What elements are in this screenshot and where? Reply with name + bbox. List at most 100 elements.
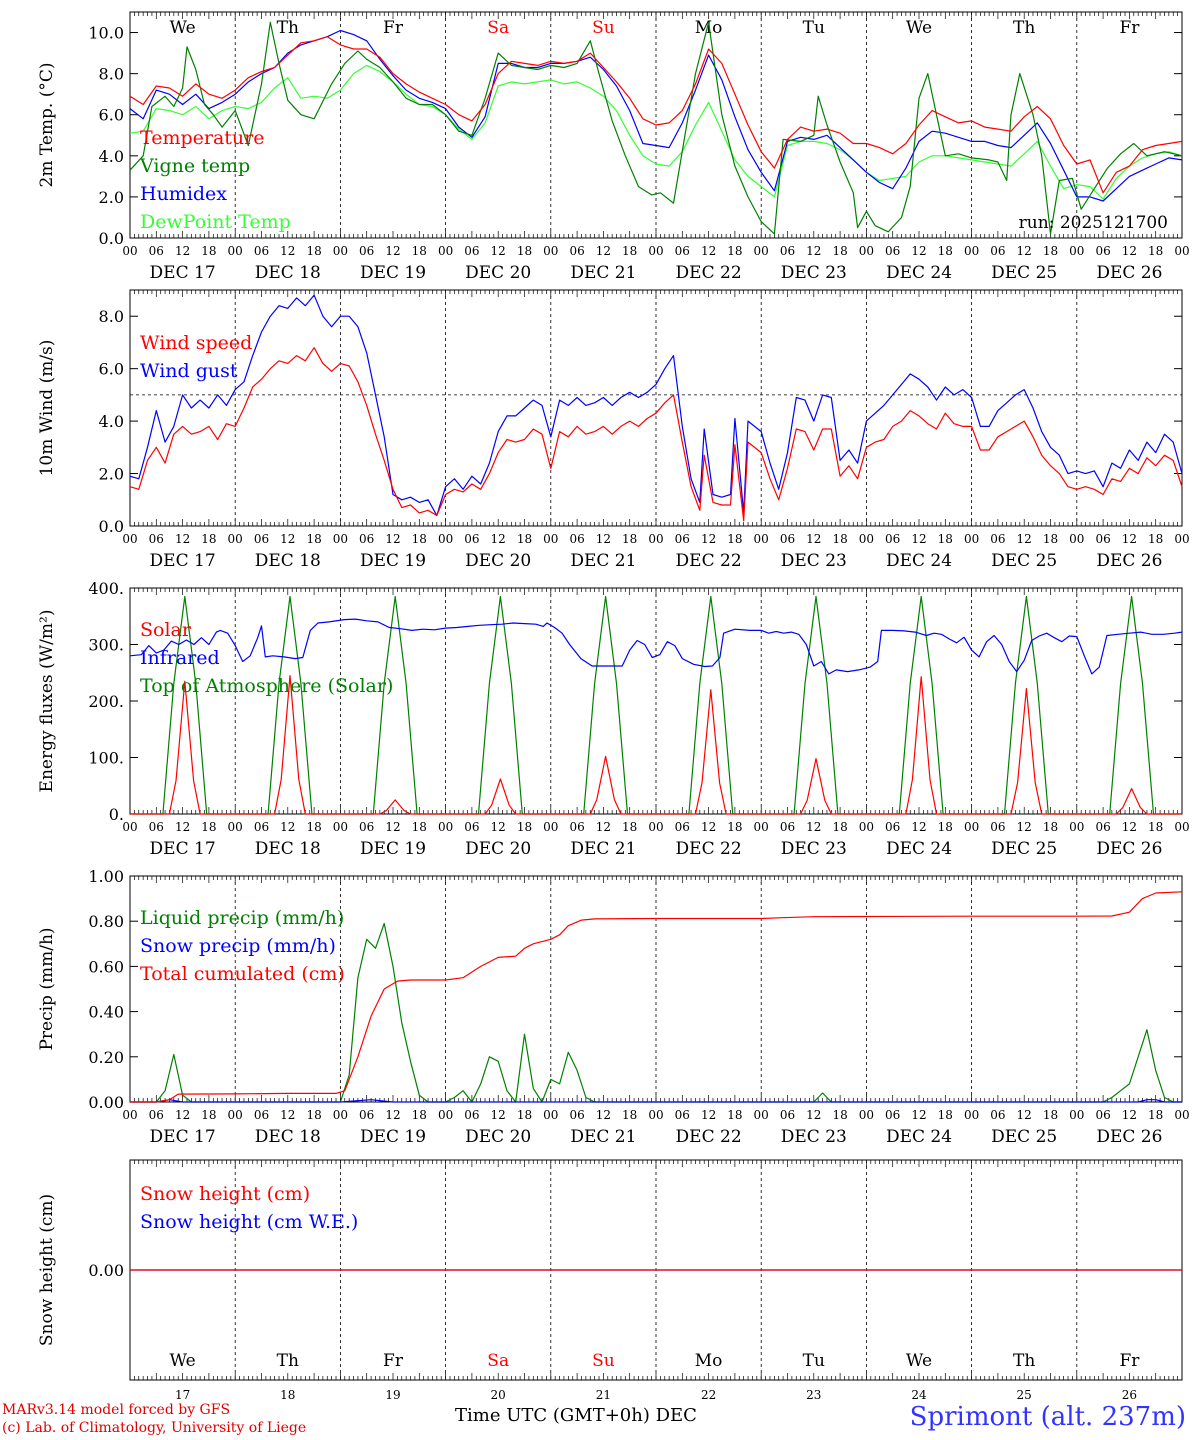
date-label: DEC 21 bbox=[570, 551, 636, 571]
hour-label: 12 bbox=[701, 532, 716, 546]
hour-label: 12 bbox=[806, 244, 821, 258]
hour-label: 06 bbox=[990, 244, 1005, 258]
hour-label: 12 bbox=[701, 1108, 716, 1122]
hour-label: 06 bbox=[1095, 532, 1110, 546]
legend-snow-precip-mm-h: Snow precip (mm/h) bbox=[140, 935, 336, 957]
hour-label: 06 bbox=[885, 820, 900, 834]
date-label: DEC 21 bbox=[570, 839, 636, 859]
date-label: DEC 17 bbox=[150, 551, 216, 571]
hour-label: 18 bbox=[832, 244, 847, 258]
day-label: We bbox=[906, 1351, 932, 1371]
panel-2: 00 06 12 18 DEC 17 00 06 12 18 DEC 18 00 06 12 18 DEC … bbox=[37, 289, 1190, 571]
hour-label: 06 bbox=[359, 532, 374, 546]
hour-label: 00 bbox=[859, 244, 874, 258]
hour-label: 00 bbox=[754, 1108, 769, 1122]
hour-label: 06 bbox=[990, 820, 1005, 834]
y-tick-label: 2.0 bbox=[99, 465, 124, 484]
legend-dewpoint-temp: DewPoint Temp bbox=[140, 211, 291, 233]
hour-label: 00 bbox=[859, 1108, 874, 1122]
day-label: Th bbox=[1013, 1351, 1035, 1371]
date-label: DEC 26 bbox=[1096, 839, 1162, 859]
hour-label: 06 bbox=[780, 532, 795, 546]
hour-label: 06 bbox=[675, 820, 690, 834]
date-label: DEC 18 bbox=[255, 1127, 321, 1147]
hour-label: 12 bbox=[280, 532, 295, 546]
date-label: DEC 25 bbox=[991, 1127, 1057, 1147]
hour-label: 00 bbox=[333, 532, 348, 546]
series-wind-gust bbox=[129, 294, 1183, 517]
date-label: DEC 24 bbox=[886, 839, 952, 859]
hour-label: 00 bbox=[648, 532, 663, 546]
hour-label: 12 bbox=[911, 1108, 926, 1122]
meteogram: 00 06 12 18 DEC 17 00 06 12 18 DEC 18 00 06 12 18 DEC … bbox=[37, 11, 1190, 1400]
hour-label: 18 bbox=[412, 532, 427, 546]
hour-label: 12 bbox=[1017, 820, 1032, 834]
date-label: DEC 22 bbox=[676, 1127, 742, 1147]
hour-label: 00 bbox=[228, 244, 243, 258]
hour-label: 06 bbox=[254, 820, 269, 834]
hour-label: 12 bbox=[1017, 532, 1032, 546]
y-tick-label: 4.0 bbox=[99, 412, 124, 431]
y-axis-label: Precip (mm/h) bbox=[37, 927, 57, 1050]
date-label: DEC 22 bbox=[676, 551, 742, 571]
date-label: DEC 25 bbox=[991, 551, 1057, 571]
legend-temperature: Temperature bbox=[140, 127, 264, 149]
date-label: DEC 20 bbox=[465, 551, 531, 571]
hour-label: 18 bbox=[938, 820, 953, 834]
hour-label: 00 bbox=[333, 244, 348, 258]
hour-label: 18 bbox=[622, 532, 637, 546]
day-label: Fr bbox=[383, 1351, 404, 1371]
hour-label: 18 bbox=[622, 820, 637, 834]
y-tick-label: 0.0 bbox=[99, 229, 124, 248]
hour-label: 06 bbox=[464, 244, 479, 258]
date-label: DEC 20 bbox=[465, 263, 531, 283]
hour-label: 12 bbox=[1122, 1108, 1137, 1122]
day-label: Su bbox=[592, 1351, 615, 1371]
hour-label: 00 bbox=[333, 1108, 348, 1122]
hour-label: 12 bbox=[596, 532, 611, 546]
date-label: DEC 22 bbox=[676, 263, 742, 283]
hour-label: 06 bbox=[885, 1108, 900, 1122]
hour-label: 12 bbox=[280, 820, 295, 834]
hour-label: 12 bbox=[596, 820, 611, 834]
date-label: DEC 17 bbox=[150, 263, 216, 283]
hour-label: 06 bbox=[464, 532, 479, 546]
series-infrared bbox=[129, 618, 1183, 675]
y-tick-label: 2.0 bbox=[99, 188, 124, 207]
hour-label: 18 bbox=[938, 1108, 953, 1122]
hour-label: 06 bbox=[1095, 820, 1110, 834]
hour-label: 12 bbox=[491, 244, 506, 258]
day-label: Th bbox=[277, 1351, 299, 1371]
hour-label: 00 bbox=[964, 244, 979, 258]
hour-label: 00 bbox=[122, 532, 137, 546]
day-number: 20 bbox=[491, 1388, 506, 1400]
date-label: DEC 24 bbox=[886, 551, 952, 571]
y-tick-label: 0.80 bbox=[88, 912, 124, 931]
hour-label: 12 bbox=[1122, 244, 1137, 258]
x-title-text: Time UTC (GMT+0h) bbox=[455, 1405, 650, 1426]
hour-label: 00 bbox=[1069, 820, 1084, 834]
hour-label: 18 bbox=[517, 244, 532, 258]
y-axis-label: 2m Temp. (°C) bbox=[37, 62, 57, 187]
y-axis-label: 10m Wind (m/s) bbox=[37, 340, 57, 477]
hour-label: 06 bbox=[569, 1108, 584, 1122]
hour-label: 12 bbox=[175, 1108, 190, 1122]
hour-label: 00 bbox=[648, 820, 663, 834]
y-tick-label: 0.00 bbox=[88, 1261, 124, 1280]
hour-label: 12 bbox=[911, 820, 926, 834]
hour-label: 18 bbox=[727, 532, 742, 546]
day-number: 21 bbox=[596, 1388, 611, 1400]
hour-label: 00 bbox=[543, 244, 558, 258]
hour-label: 18 bbox=[201, 1108, 216, 1122]
hour-label: 00 bbox=[1174, 532, 1189, 546]
hour-label: 00 bbox=[438, 532, 453, 546]
y-tick-label: 300. bbox=[88, 636, 124, 655]
hour-label: 06 bbox=[149, 820, 164, 834]
hour-label: 18 bbox=[201, 244, 216, 258]
hour-label: 18 bbox=[1043, 1108, 1058, 1122]
hour-label: 06 bbox=[254, 1108, 269, 1122]
legend-solar: Solar bbox=[140, 619, 192, 641]
series-temperature bbox=[129, 36, 1183, 194]
hour-label: 00 bbox=[438, 1108, 453, 1122]
hour-label: 12 bbox=[1122, 532, 1137, 546]
